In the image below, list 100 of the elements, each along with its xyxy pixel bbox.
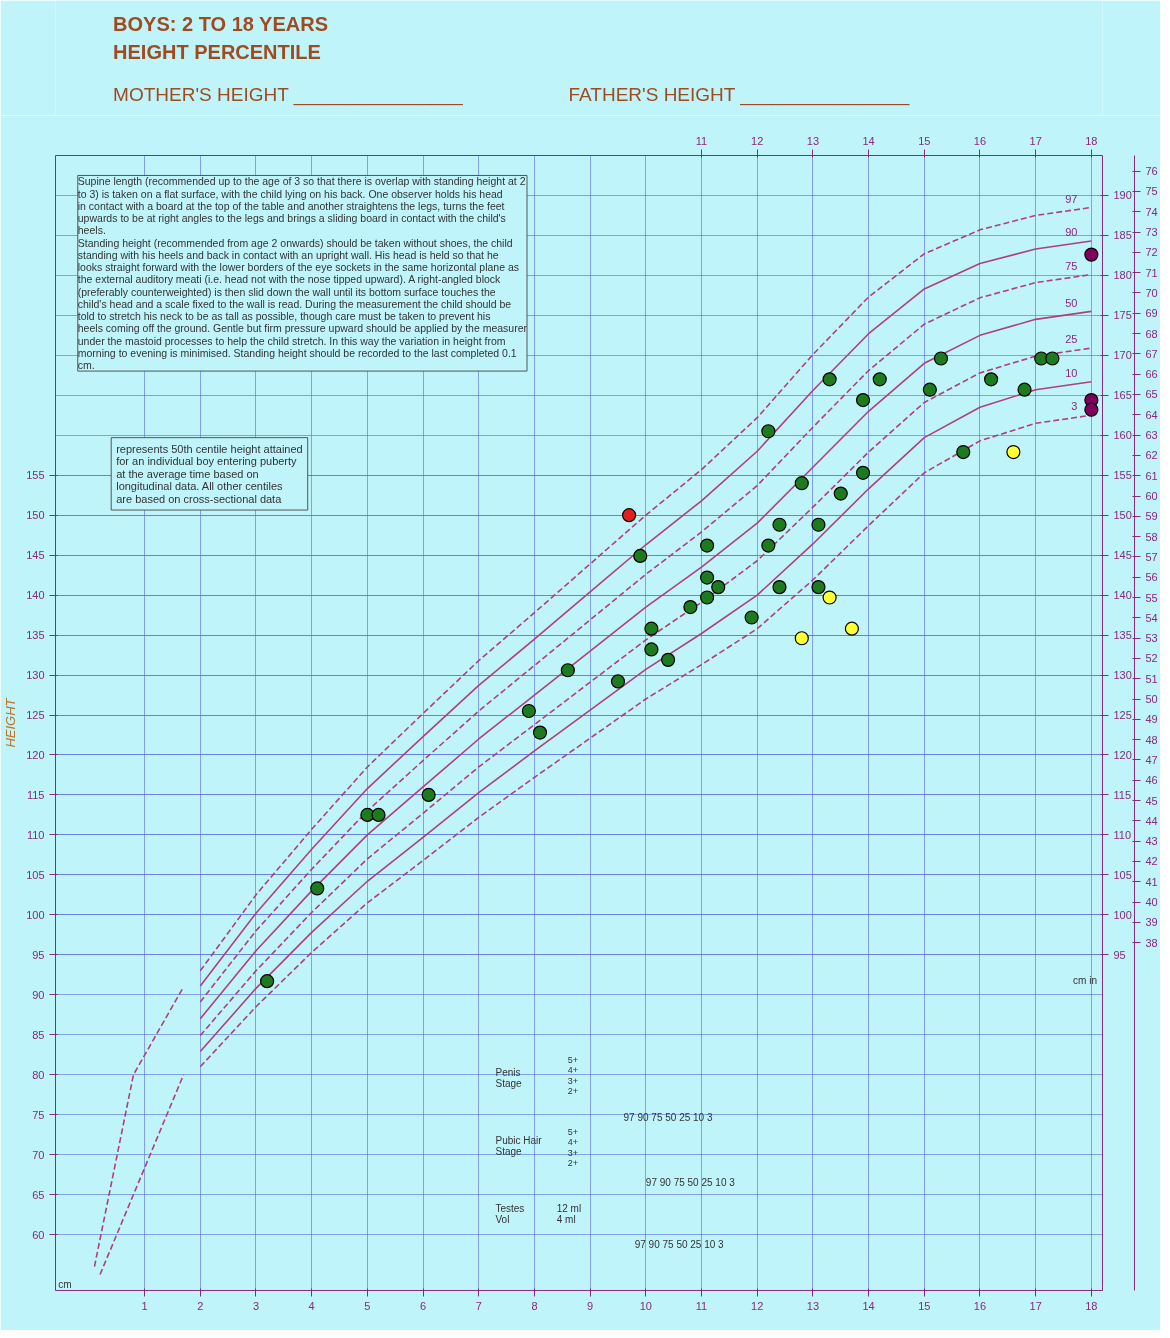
series-label: 97 [1065,192,1078,205]
y3-tick-label: 75 [1145,185,1158,198]
y3-tick-label: 64 [1145,408,1158,421]
point [683,600,698,615]
y-tick-label: 60 [32,1228,45,1241]
y-tick-label: 155 [26,469,45,482]
point [844,621,859,636]
y2-tick-label: 175 [1113,309,1132,322]
point [811,517,826,532]
annotation: Penis Stage [495,1066,523,1090]
y3-tick-label: 72 [1145,246,1158,259]
series-label: 90 [1065,226,1078,239]
y2-tick-label: 155 [1113,469,1132,482]
y3-tick-label: 66 [1145,368,1158,381]
point [872,372,887,387]
point [1084,247,1099,262]
point [1017,382,1032,397]
y-tick-label: 150 [26,509,45,522]
annotation: Testes Vol [495,1202,525,1226]
y2-tick-label: 150 [1113,509,1132,522]
series-label: 25 [1065,333,1078,346]
y2-tick-label: 160 [1113,429,1132,442]
point [855,465,871,480]
y3-tick-label: 73 [1145,226,1158,239]
y3-tick-label: 52 [1145,652,1158,665]
point [644,621,659,636]
y-axis-title: HEIGHT [3,697,19,748]
point [521,703,536,719]
y-tick-label: 110 [26,828,45,841]
annotation: Supine length (recommended up to the age of 3 so that there is overlap with standing height at 2 to 3) is taken on a flat surface, with the child lying on his back. One observer holds his head in contact with a board at the top of the table and another straightens the legs, turns the feet upwards to be at right angles to the legs and brings a sliding board in contact with the child's heels. [77,175,526,237]
y-tick-label: 105 [26,868,45,881]
point [761,538,776,553]
y3-tick-label: 67 [1145,347,1158,360]
annotation: cm [58,1278,72,1290]
x2-tick-label: 12 [751,134,764,147]
x2-tick-label: 16 [973,134,987,147]
y3-tick-label: 50 [1145,693,1158,706]
y-tick-label: 80 [32,1068,45,1081]
y3-tick-label: 74 [1145,205,1158,218]
x2-tick-label: 14 [862,134,875,147]
point [811,580,826,595]
y3-tick-label: 71 [1145,266,1158,279]
x-tick-label: 5 [364,1299,371,1312]
y3-tick-label: 45 [1145,794,1158,807]
point [711,580,726,595]
y3-tick-label: 76 [1145,165,1158,178]
point [1045,351,1060,366]
point [644,642,659,657]
annotation: 12 ml 4 ml [556,1202,582,1226]
point [772,580,787,595]
y3-tick-label: 47 [1145,753,1158,766]
y3-tick-label: 63 [1145,429,1158,442]
point [744,610,759,625]
y2-tick-label: 105 [1113,868,1132,881]
series-label: 50 [1065,296,1078,309]
y3-tick-label: 49 [1145,713,1158,726]
y2-tick-label: 165 [1113,389,1132,402]
point [661,652,676,667]
y2-tick-label: 190 [1113,189,1132,202]
y3-tick-label: 41 [1145,875,1158,888]
series-label: 10 [1065,366,1078,379]
x-tick-label: 14 [862,1299,875,1312]
point [532,725,548,740]
y-tick-label: 140 [26,589,45,602]
x-tick-label: 18 [1085,1299,1098,1312]
y-tick-label: 120 [26,748,45,761]
y-tick-label: 70 [32,1148,45,1161]
y-tick-label: 145 [26,549,45,562]
y3-tick-label: 40 [1145,896,1158,909]
x-tick-label: 15 [918,1299,931,1312]
point [421,787,436,803]
point [761,424,776,439]
x-tick-label: 6 [420,1299,427,1312]
x-tick-label: 11 [695,1299,708,1312]
y3-tick-label: 42 [1145,855,1158,868]
y3-tick-label: 61 [1145,469,1158,482]
y2-tick-label: 130 [1113,669,1132,682]
y3-tick-label: 58 [1145,530,1158,543]
x2-tick-label: 15 [918,134,931,147]
y2-tick-label: 185 [1113,229,1132,242]
y-tick-label: 95 [32,948,45,961]
chart-title: BOYS: 2 TO 18 YEARS [113,12,328,35]
y3-tick-label: 65 [1145,388,1158,401]
y3-tick-label: 54 [1145,611,1158,624]
y2-tick-label: 95 [1113,948,1126,961]
y-tick-label: 65 [32,1188,45,1201]
point [772,517,787,532]
y3-tick-label: 68 [1145,327,1158,340]
y-tick-label: 115 [26,788,45,801]
annotation: 97 90 75 50 25 10 3 [623,1112,713,1124]
annotation: 97 90 75 50 25 10 3 [645,1177,736,1188]
x2-tick-label: 17 [1029,134,1042,147]
x-tick-label: 4 [308,1299,315,1312]
annotation: represents 50th centile height attained for an individual boy entering puberty at the average time based on longitudinal data. All other centiles are based on cross-sectional data [116,442,303,506]
y2-tick-label: 145 [1113,549,1132,562]
point [610,674,626,689]
y2-tick-label: 180 [1113,269,1132,282]
point [699,538,715,553]
y2-tick-label: 100 [1113,908,1132,921]
point [310,881,325,896]
